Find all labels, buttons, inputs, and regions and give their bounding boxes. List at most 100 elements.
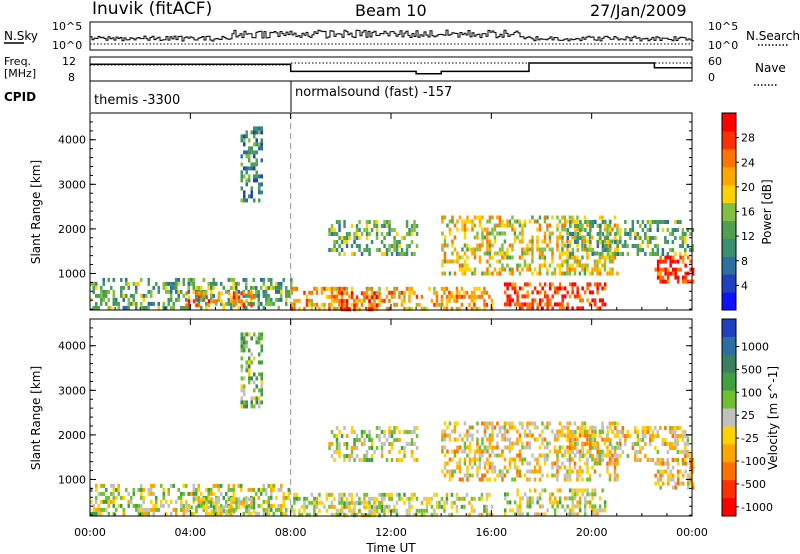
range-cell	[556, 286, 559, 291]
range-cell	[243, 384, 246, 389]
range-cell	[358, 228, 361, 232]
range-cell	[120, 293, 123, 298]
range-cell	[608, 259, 612, 264]
range-cell	[400, 236, 404, 240]
noise-panel-frame	[89, 21, 693, 51]
range-cell	[260, 301, 263, 306]
range-cell	[573, 512, 577, 517]
range-cell	[107, 297, 110, 302]
range-cell	[546, 453, 549, 458]
range-cell	[335, 240, 339, 244]
range-cell	[538, 215, 542, 220]
range-cell	[445, 298, 449, 303]
range-cell	[691, 481, 695, 486]
range-cell	[400, 298, 404, 303]
range-cell	[588, 290, 592, 295]
range-cell	[152, 507, 155, 512]
range-cell	[506, 429, 509, 434]
range-cell	[253, 178, 256, 183]
range-cell	[190, 491, 193, 496]
range-cell	[277, 289, 280, 294]
range-cell	[443, 500, 446, 505]
range-cell	[671, 240, 675, 244]
range-cell	[105, 301, 108, 306]
range-cell	[583, 496, 587, 501]
range-cell	[257, 487, 260, 492]
colorbar-swatch	[722, 319, 736, 338]
range-cell	[563, 294, 567, 299]
range-cell	[435, 500, 439, 505]
range-cell	[247, 301, 250, 306]
range-cell	[473, 235, 477, 240]
range-cell	[363, 430, 366, 434]
range-cell	[390, 508, 394, 513]
range-cell	[659, 275, 662, 280]
range-cell	[616, 434, 620, 438]
range-cell	[593, 437, 597, 442]
range-cell	[415, 244, 419, 248]
range-cell	[285, 511, 288, 516]
range-cell	[476, 247, 479, 252]
range-cell	[594, 430, 597, 434]
range-cell	[651, 252, 655, 256]
range-cell	[483, 449, 487, 454]
range-cell	[674, 220, 677, 224]
range-cell	[641, 228, 645, 232]
range-cell	[613, 465, 617, 470]
range-cell	[330, 504, 334, 509]
range-cell	[503, 290, 507, 295]
range-cell	[451, 219, 454, 224]
range-cell	[232, 487, 235, 492]
range-cell	[230, 497, 233, 502]
range-cell	[453, 294, 456, 299]
range-cell	[360, 252, 364, 256]
range-cell	[451, 239, 454, 244]
range-cell	[659, 267, 662, 272]
range-cell	[516, 267, 519, 272]
range-cell	[581, 306, 584, 311]
range-cell	[380, 252, 384, 256]
range-cell	[669, 442, 672, 446]
range-cell	[561, 271, 564, 276]
range-cell	[601, 421, 604, 426]
range-cell	[393, 236, 396, 240]
range-cell	[243, 400, 246, 405]
range-cell	[195, 303, 198, 308]
range-cell	[571, 252, 575, 256]
range-cell	[222, 509, 226, 514]
range-cell	[380, 500, 384, 505]
range-cell	[132, 503, 135, 508]
range-cell	[636, 252, 640, 256]
range-cell	[378, 286, 381, 291]
range-cell	[541, 453, 544, 458]
range-cell	[518, 453, 522, 458]
range-cell	[589, 426, 592, 430]
range-cell	[340, 295, 344, 300]
range-cell	[604, 236, 607, 240]
range-cell	[405, 224, 409, 228]
range-cell	[518, 508, 522, 513]
range-cell	[295, 496, 299, 501]
range-cell	[373, 224, 376, 228]
power-panel-frame	[89, 112, 693, 311]
range-cell	[614, 434, 617, 438]
range-cell	[679, 450, 682, 454]
range-cell	[636, 434, 640, 438]
range-cell	[408, 512, 411, 517]
range-cell	[243, 194, 246, 199]
range-cell	[574, 240, 577, 244]
range-cell	[165, 305, 168, 310]
range-cell	[661, 252, 665, 256]
range-cell	[506, 302, 509, 307]
range-cell	[671, 259, 675, 264]
range-cell	[624, 434, 627, 438]
range-cell	[548, 247, 552, 252]
range-cell	[260, 392, 263, 397]
range-cell	[518, 433, 522, 438]
range-cell	[252, 295, 256, 300]
range-cell	[526, 282, 529, 287]
range-cell	[368, 438, 371, 442]
range-cell	[661, 438, 665, 442]
range-cell	[333, 496, 336, 501]
range-cell	[323, 302, 326, 307]
